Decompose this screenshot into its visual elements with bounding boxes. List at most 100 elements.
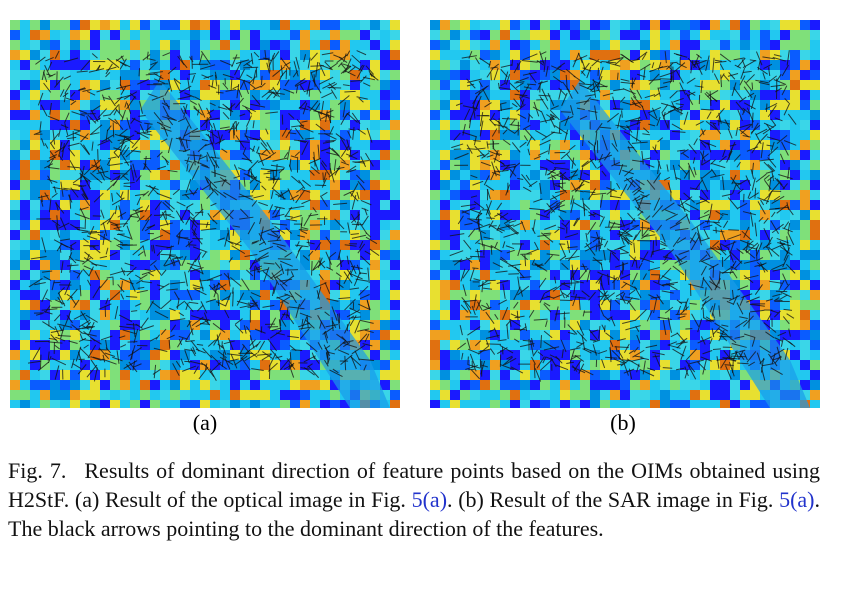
texture <box>570 300 580 310</box>
texture <box>260 40 270 50</box>
texture <box>90 120 100 130</box>
texture <box>485 311 495 324</box>
texture <box>620 390 630 400</box>
texture <box>650 140 660 150</box>
texture <box>770 90 780 100</box>
texture <box>100 210 110 220</box>
texture <box>110 120 120 130</box>
texture <box>170 400 180 408</box>
texture <box>810 220 820 230</box>
texture <box>156 249 163 257</box>
texture <box>80 380 90 390</box>
texture <box>639 63 651 71</box>
texture <box>330 120 340 130</box>
texture <box>730 70 740 80</box>
texture <box>390 100 400 110</box>
texture <box>162 105 170 117</box>
texture <box>610 340 620 350</box>
texture <box>760 400 770 408</box>
texture <box>270 170 280 180</box>
texture <box>250 160 260 170</box>
texture <box>312 260 326 271</box>
texture <box>122 174 130 182</box>
texture <box>740 270 750 280</box>
texture <box>580 290 590 300</box>
texture <box>64 281 71 296</box>
texture <box>20 180 30 190</box>
texture <box>344 111 350 119</box>
texture <box>60 200 70 210</box>
texture <box>250 400 260 408</box>
texture <box>100 280 110 290</box>
texture <box>540 260 550 270</box>
texture <box>272 242 286 247</box>
texture <box>760 260 770 270</box>
texture <box>114 118 124 130</box>
texture <box>20 400 30 408</box>
texture <box>530 190 540 200</box>
texture <box>20 90 30 100</box>
texture <box>543 240 550 246</box>
texture <box>60 210 70 220</box>
texture <box>470 330 480 340</box>
texture <box>220 150 230 160</box>
texture <box>497 82 500 90</box>
texture <box>130 370 140 380</box>
texture <box>288 132 297 135</box>
texture <box>780 160 790 170</box>
texture <box>560 70 570 80</box>
texture <box>630 40 640 50</box>
texture <box>230 110 240 120</box>
texture <box>727 128 733 139</box>
texture <box>281 127 288 137</box>
texture <box>170 270 180 280</box>
texture <box>630 210 640 220</box>
texture <box>130 340 140 350</box>
texture <box>350 70 360 80</box>
texture <box>232 229 235 236</box>
texture <box>10 300 20 310</box>
texture <box>266 62 271 74</box>
texture <box>540 350 550 360</box>
texture <box>350 130 360 140</box>
texture <box>87 279 92 286</box>
texture <box>510 320 520 330</box>
texture <box>180 50 190 60</box>
texture <box>41 270 53 273</box>
texture <box>193 187 199 195</box>
texture <box>450 370 460 380</box>
texture <box>212 133 219 139</box>
texture <box>640 350 650 360</box>
texture <box>440 220 450 230</box>
texture <box>340 161 350 166</box>
texture <box>193 151 196 166</box>
texture <box>20 100 30 110</box>
texture <box>210 330 220 340</box>
texture <box>257 252 269 260</box>
texture <box>10 20 20 30</box>
texture <box>188 188 195 196</box>
texture <box>10 230 20 240</box>
texture <box>634 355 643 358</box>
texture <box>550 40 560 50</box>
texture <box>370 220 380 230</box>
texture <box>580 310 590 320</box>
texture <box>670 390 680 400</box>
texture <box>190 90 200 100</box>
texture <box>620 290 630 300</box>
texture <box>370 50 380 60</box>
texture <box>130 200 140 210</box>
texture <box>193 160 209 168</box>
texture <box>580 300 590 310</box>
texture <box>119 134 131 138</box>
texture <box>280 110 290 120</box>
texture <box>359 240 364 249</box>
texture <box>650 280 660 290</box>
texture <box>150 230 160 240</box>
texture <box>240 300 250 310</box>
texture <box>290 330 300 340</box>
texture <box>280 160 290 170</box>
texture <box>680 300 690 310</box>
texture <box>710 50 720 60</box>
texture <box>600 30 610 40</box>
